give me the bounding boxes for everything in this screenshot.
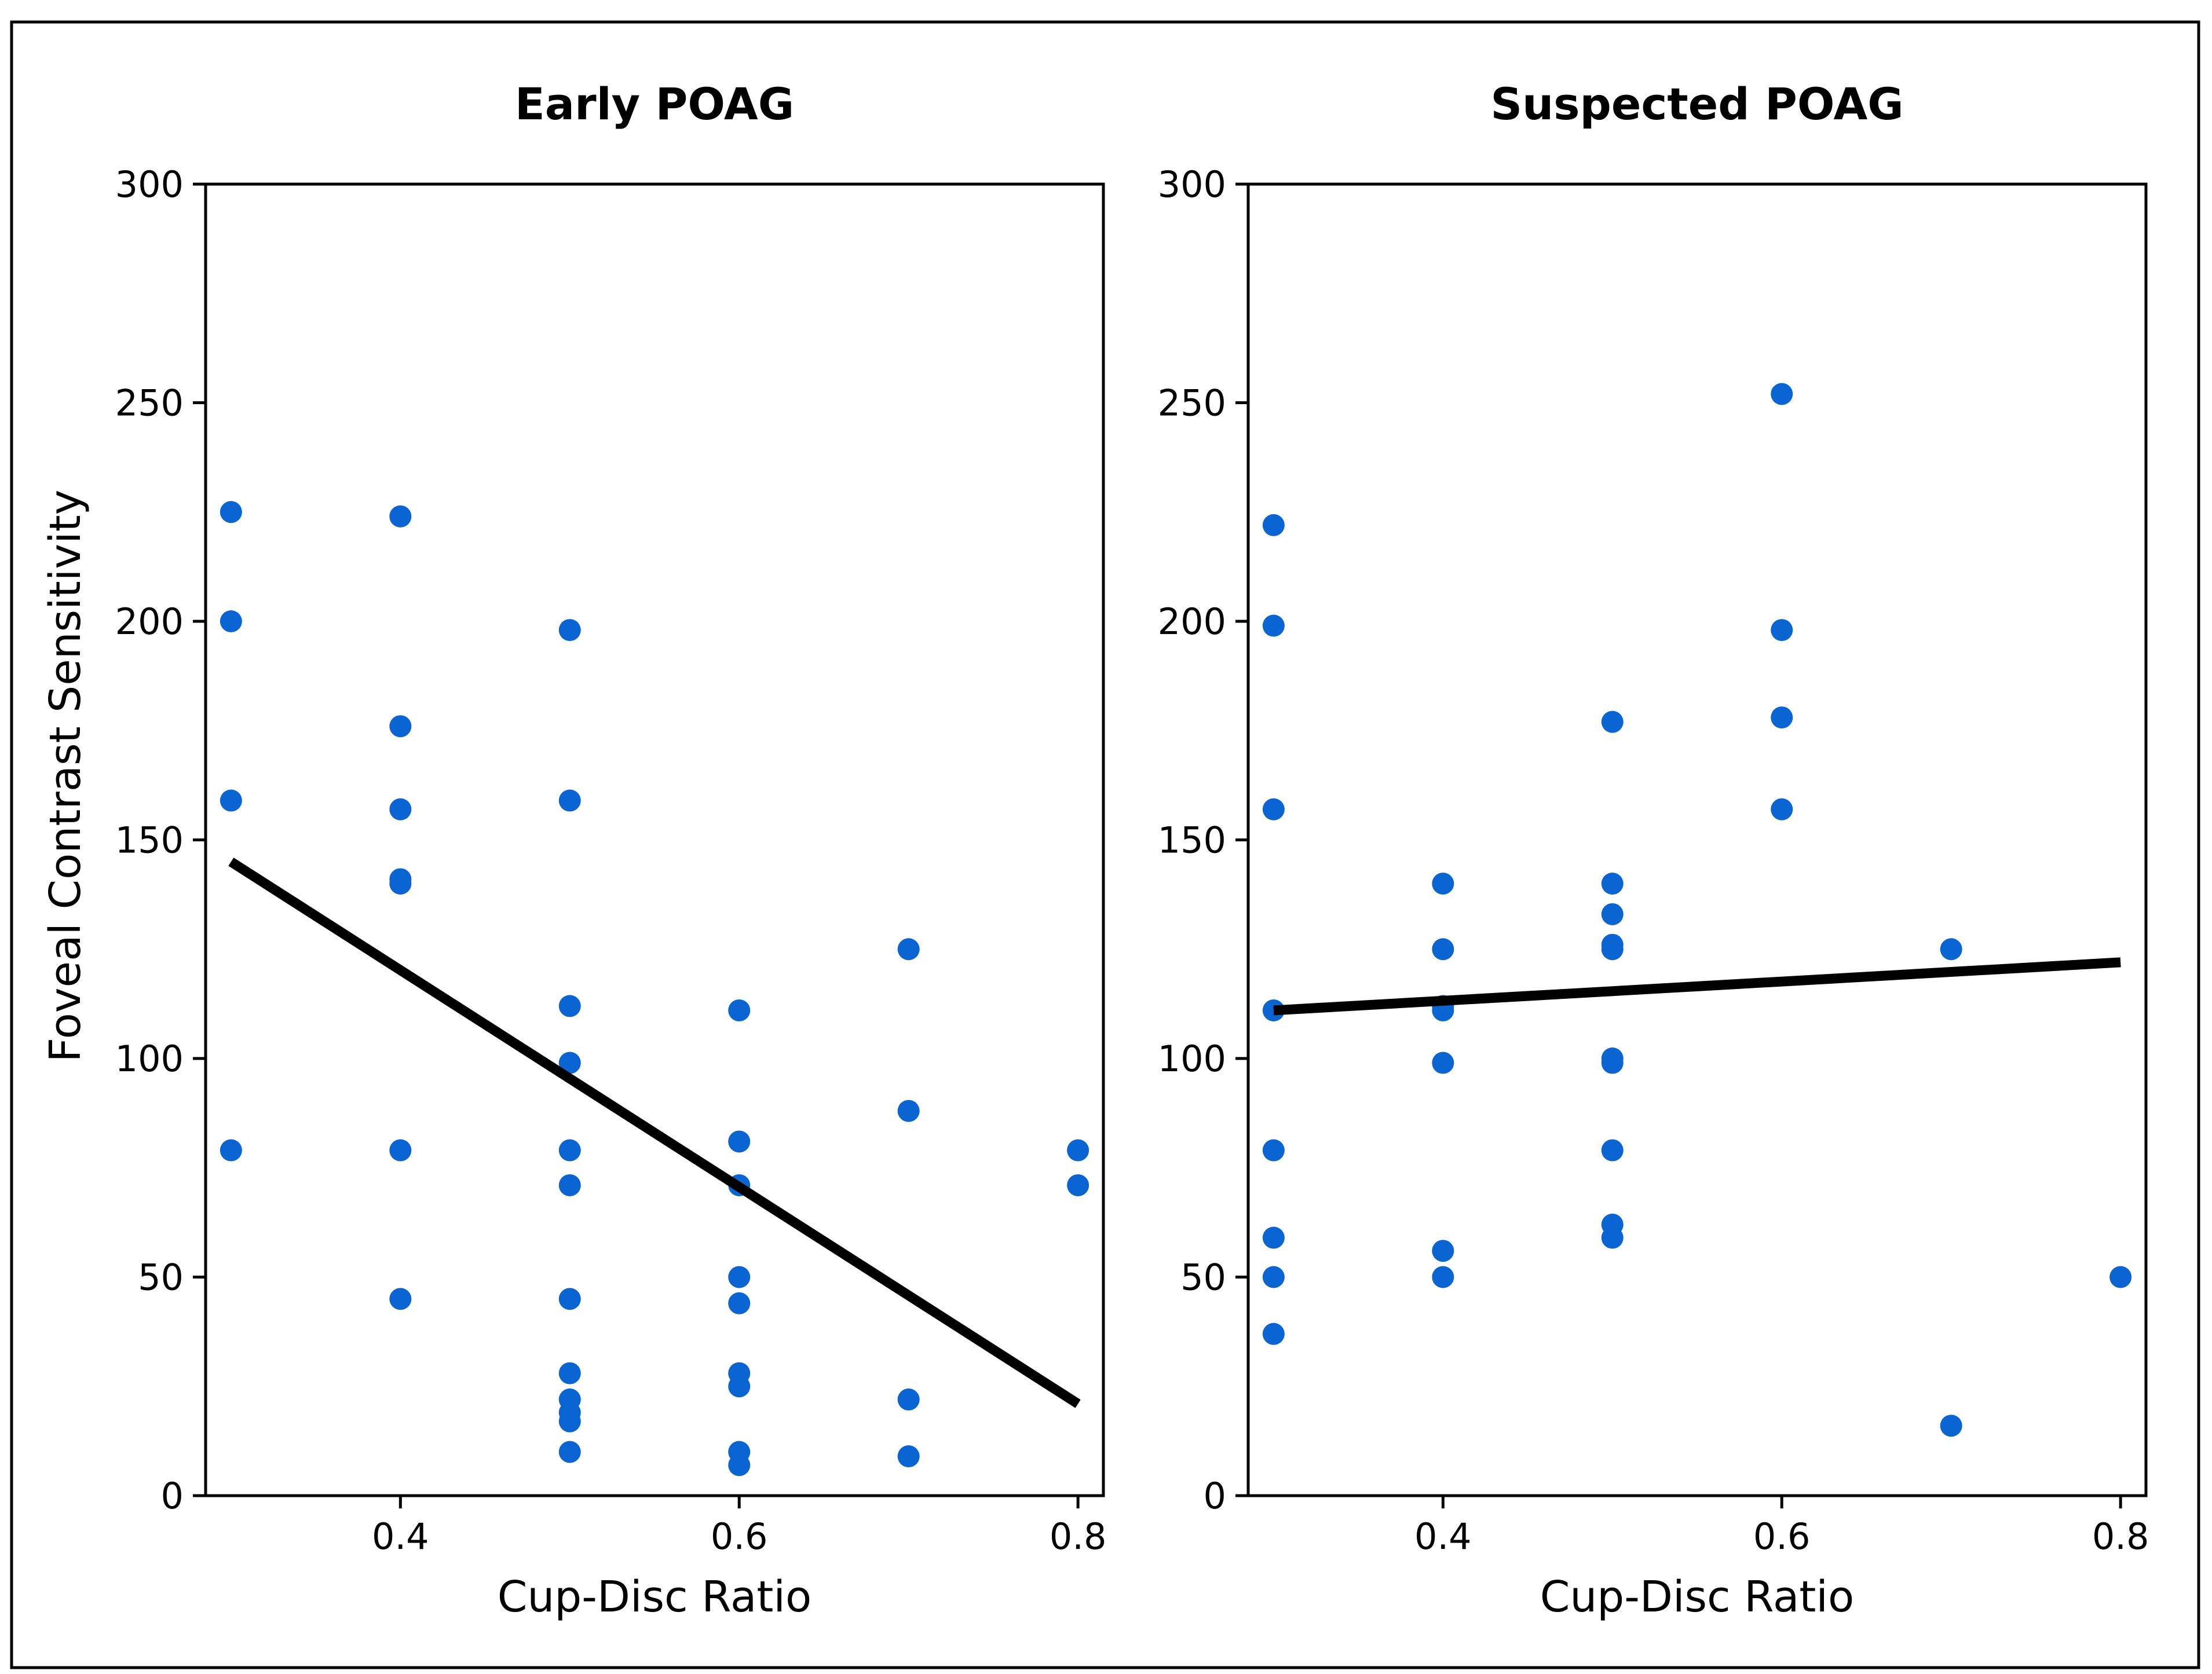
data-point <box>1940 1415 1962 1437</box>
x-tick-label: 0.8 <box>1050 1515 1107 1558</box>
data-point <box>1067 1139 1089 1162</box>
data-point <box>1432 1240 1454 1262</box>
data-point <box>1771 619 1793 642</box>
x-tick-label: 0.4 <box>372 1515 429 1558</box>
data-point <box>1432 1052 1454 1074</box>
x-tick-label: 0.4 <box>1414 1515 1472 1558</box>
data-point <box>1601 710 1624 733</box>
data-point <box>728 1375 751 1398</box>
x-axis-label: Cup-Disc Ratio <box>1540 1572 1855 1622</box>
panel-early-poag: Early POAG 0 50 100 150 200 250 300 0.4 0.6 0.8 Cup… <box>115 78 1107 1622</box>
data-point <box>897 1100 920 1122</box>
data-point <box>1262 1226 1285 1249</box>
data-point <box>1262 1139 1285 1162</box>
data-point <box>897 1445 920 1468</box>
data-point <box>558 1288 581 1310</box>
data-point <box>1262 1266 1285 1288</box>
data-point <box>558 789 581 812</box>
y-tick-label: 250 <box>115 382 184 424</box>
data-point <box>220 789 242 812</box>
data-point <box>1771 383 1793 405</box>
data-point <box>897 938 920 961</box>
data-point <box>1771 706 1793 729</box>
y-tick-label: 0 <box>1204 1475 1226 1517</box>
panel-suspected-poag: Suspected POAG 0 50 100 150 200 250 300 0.4 0.6 0.… <box>1158 78 2149 1622</box>
y-tick-label: 50 <box>138 1257 184 1299</box>
data-point <box>728 1130 751 1153</box>
data-point <box>389 505 412 528</box>
y-tick-label: 200 <box>115 600 184 643</box>
y-tick-label: 150 <box>1158 819 1226 862</box>
y-tick-label: 300 <box>1158 163 1226 206</box>
data-point <box>1601 1139 1624 1162</box>
data-point <box>728 1454 751 1477</box>
data-point <box>1601 938 1624 961</box>
y-tick-label: 150 <box>115 819 184 862</box>
chart-title: Suspected POAG <box>1490 78 1903 130</box>
x-tick-label: 0.8 <box>2092 1515 2149 1558</box>
data-point <box>1262 614 1285 637</box>
shared-y-axis-label: Foveal Contrast Sensitivity <box>41 490 90 1063</box>
data-point <box>220 501 242 523</box>
data-point <box>1067 1174 1089 1196</box>
data-point <box>220 1139 242 1162</box>
regression-line <box>1273 957 2121 1016</box>
data-point <box>897 1388 920 1411</box>
data-point <box>728 999 751 1021</box>
data-point <box>389 798 412 820</box>
data-point <box>728 1292 751 1314</box>
data-point <box>1601 873 1624 895</box>
data-point <box>558 1174 581 1196</box>
data-point <box>389 873 412 895</box>
data-point <box>558 995 581 1017</box>
y-tick-label: 300 <box>115 163 184 206</box>
data-point <box>389 715 412 738</box>
data-point <box>1262 514 1285 536</box>
data-point <box>1601 1052 1624 1074</box>
data-point <box>558 1362 581 1384</box>
data-point <box>389 1139 412 1162</box>
y-tick-label: 0 <box>161 1475 184 1517</box>
figure-frame <box>10 20 2200 1669</box>
data-point <box>1771 798 1793 820</box>
data-point <box>728 1266 751 1288</box>
data-point <box>558 1139 581 1162</box>
data-point <box>389 1288 412 1310</box>
y-tick-label: 100 <box>1158 1038 1226 1080</box>
y-tick-label: 50 <box>1180 1257 1226 1299</box>
data-point <box>1601 1226 1624 1249</box>
data-point <box>1262 1323 1285 1345</box>
data-point <box>558 1410 581 1433</box>
data-point <box>1940 938 1962 961</box>
y-tick-label: 200 <box>1158 600 1226 643</box>
data-point <box>220 610 242 632</box>
y-tick-label: 250 <box>1158 382 1226 424</box>
y-tick-label: 100 <box>115 1038 184 1080</box>
data-point <box>558 619 581 642</box>
chart-title: Early POAG <box>515 78 794 130</box>
data-point <box>1432 1266 1454 1288</box>
data-point <box>2109 1266 2132 1288</box>
data-point <box>1432 938 1454 961</box>
regression-line <box>228 858 1081 1408</box>
data-point <box>558 1052 581 1074</box>
x-tick-label: 0.6 <box>711 1515 768 1558</box>
data-point <box>558 1441 581 1463</box>
data-point <box>1432 873 1454 895</box>
x-tick-label: 0.6 <box>1753 1515 1811 1558</box>
data-point <box>1262 798 1285 820</box>
data-point <box>1601 903 1624 925</box>
x-axis-label: Cup-Disc Ratio <box>498 1572 812 1622</box>
